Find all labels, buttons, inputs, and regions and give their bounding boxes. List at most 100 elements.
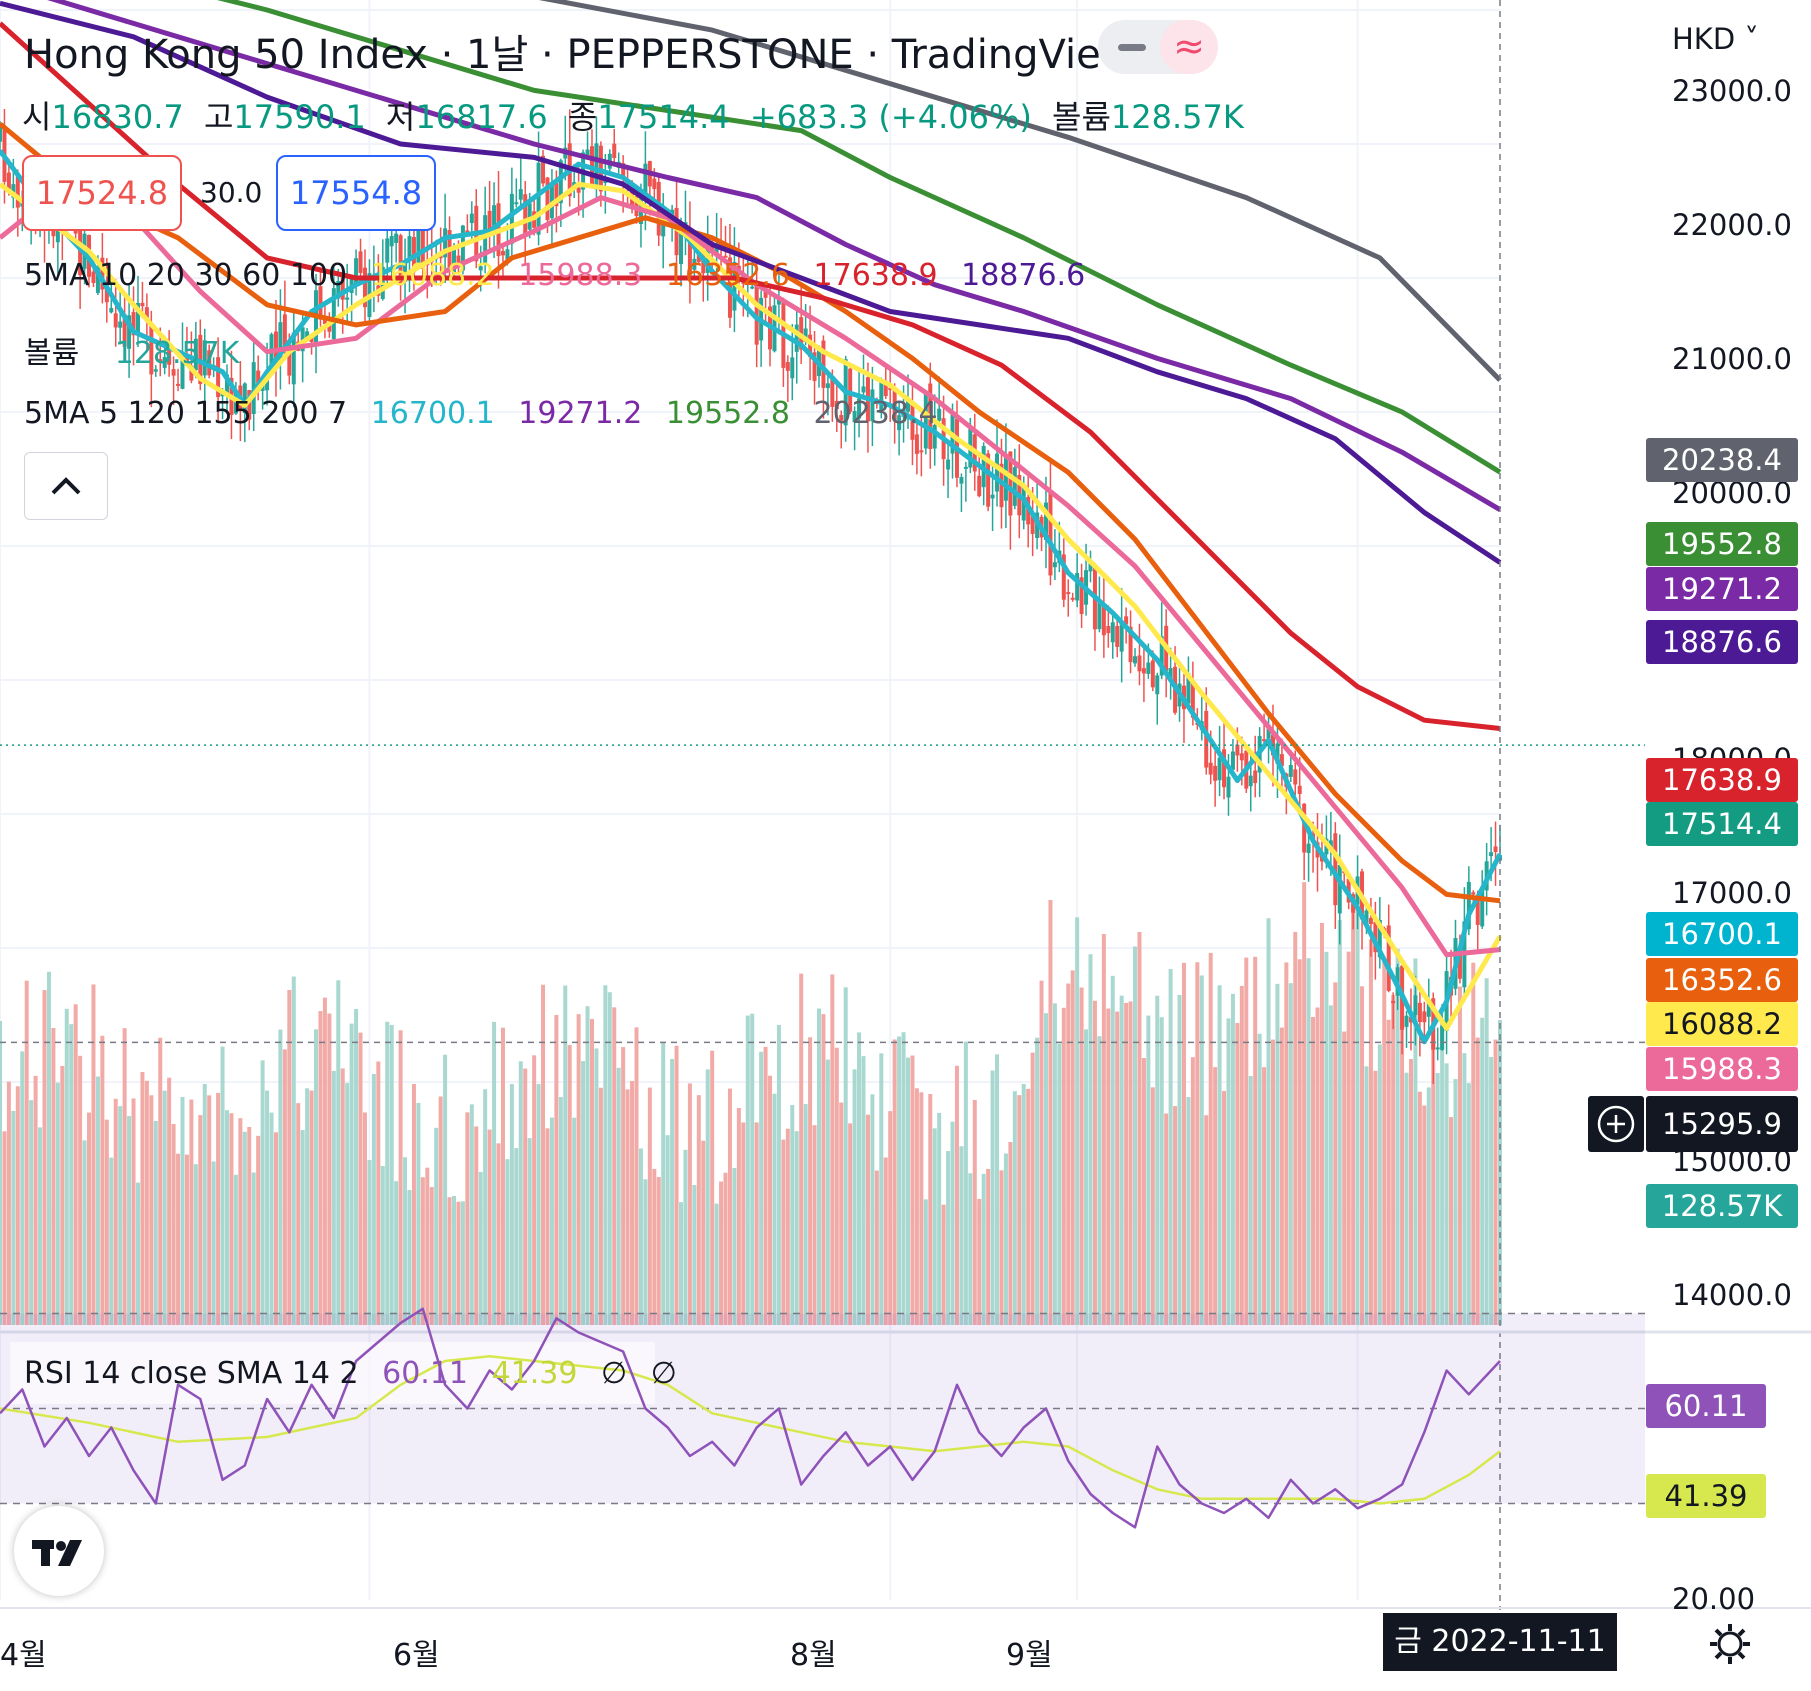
candle-body <box>1088 562 1093 572</box>
price-tag-sma30: 16352.6 <box>1646 958 1798 1002</box>
sma100-value: 18876.6 <box>961 258 1086 293</box>
volume-bar <box>340 1068 345 1325</box>
candle-body <box>776 299 781 305</box>
volume-bar <box>327 1013 332 1325</box>
candle-body <box>420 219 425 269</box>
minus-icon[interactable] <box>1118 44 1146 51</box>
candle-body <box>932 424 937 449</box>
candle-body <box>857 398 862 419</box>
rsi-ma-value: 41.39 <box>491 1356 578 1391</box>
volume-bar <box>211 1161 216 1325</box>
volume-bar <box>1204 1115 1209 1325</box>
sma1-legend[interactable]: 5MA 10 20 30 60 100 16088.2 15988.3 1635… <box>24 258 1099 293</box>
rsi-value: 60.11 <box>382 1356 469 1391</box>
candle-body <box>1302 803 1307 853</box>
volume-bar <box>1248 1076 1253 1325</box>
settings-button[interactable] <box>1708 1622 1752 1670</box>
candle-body <box>946 459 951 470</box>
volume-bar <box>1333 982 1338 1325</box>
candle-body <box>870 389 875 422</box>
ma-line-5ma-200 <box>538 0 1502 382</box>
volume-bar <box>674 1045 679 1325</box>
volume-bar <box>180 1096 185 1325</box>
volume-bar <box>861 1056 866 1325</box>
candle-body <box>830 376 835 407</box>
candle-body <box>585 149 590 156</box>
volume-bar <box>772 1093 777 1325</box>
volume-bar <box>1084 1029 1089 1325</box>
sma2-legend[interactable]: 5MA 5 120 155 200 7 16700.1 19271.2 1955… <box>24 396 952 431</box>
currency-selector[interactable]: HKD ˅ <box>1672 22 1759 56</box>
volume-bar <box>278 1029 283 1325</box>
ohlc-legend: 시16830.7 고17590.1 저16817.6 종17514.4 +683… <box>22 92 1244 138</box>
candle-body <box>914 434 919 454</box>
add-order-button[interactable] <box>1588 1096 1644 1152</box>
candle-body <box>803 328 808 342</box>
volume-bar <box>901 1032 906 1325</box>
volume-bar <box>309 1090 314 1325</box>
candle-body <box>692 258 697 270</box>
volume-label: 볼륨 <box>1052 98 1111 136</box>
volume-bar <box>273 1132 278 1325</box>
volume-bar <box>696 1095 701 1325</box>
volume-bar <box>1284 962 1289 1325</box>
volume-bar <box>852 1069 857 1325</box>
volume-bar <box>589 1018 594 1325</box>
volume-bar <box>474 1126 479 1325</box>
volume-bar <box>607 992 612 1325</box>
candle-body <box>790 357 795 379</box>
candle-body <box>679 225 684 265</box>
volume-legend[interactable]: 볼륨 128.57K <box>24 328 253 372</box>
rsi-line <box>0 1307 1501 1529</box>
candle-body <box>1239 753 1244 761</box>
candle-body <box>897 415 902 431</box>
volume-bar <box>1239 985 1244 1325</box>
x-axis-label: 9월 <box>1006 1638 1053 1673</box>
toggle-group[interactable]: ≈ <box>1098 20 1218 74</box>
collapse-legend-button[interactable] <box>24 452 108 520</box>
candle-body <box>710 241 715 254</box>
volume-bar <box>1035 1037 1040 1325</box>
volume-bar <box>1039 980 1044 1325</box>
gear-icon <box>1710 1624 1750 1664</box>
volume-bar <box>745 1015 750 1325</box>
volume-bar <box>95 1076 100 1325</box>
volume-bar <box>207 1095 212 1325</box>
candle-body <box>162 356 167 368</box>
rsi-legend[interactable]: RSI 14 close SMA 14 2 60.11 41.39 ∅ ∅ <box>24 1356 691 1391</box>
volume-bar <box>1168 969 1173 1325</box>
volume-bar <box>380 1165 385 1325</box>
candle-body <box>269 334 274 375</box>
approx-icon[interactable]: ≈ <box>1160 20 1218 74</box>
volume-bar <box>719 1181 724 1325</box>
candle-body <box>385 238 390 263</box>
volume-bar <box>705 1069 710 1325</box>
volume-bar <box>443 1054 448 1325</box>
buy-button[interactable]: 17554.8 <box>276 155 436 231</box>
volume-bar <box>345 1083 350 1325</box>
tradingview-logo[interactable] <box>14 1506 104 1596</box>
volume-bar <box>1137 931 1142 1325</box>
candle-body <box>1190 682 1195 718</box>
candle-body <box>322 318 327 325</box>
candle-body <box>109 308 114 313</box>
volume-bar <box>1155 995 1160 1325</box>
candle-body <box>821 340 826 388</box>
volume-bar <box>251 1172 256 1325</box>
volume-bar <box>541 984 546 1325</box>
sell-button[interactable]: 17524.8 <box>22 155 182 231</box>
volume-bar <box>816 1008 821 1325</box>
volume-bar <box>1355 901 1360 1325</box>
volume-bar <box>1222 1090 1227 1325</box>
volume-bar <box>113 1098 118 1325</box>
volume-bar <box>1030 1052 1035 1325</box>
volume-bar <box>1435 1073 1440 1325</box>
volume-bar <box>233 1174 238 1325</box>
volume-bar <box>225 1110 230 1325</box>
volume-bar <box>808 1037 813 1325</box>
candle-body <box>100 257 105 290</box>
volume-bar <box>118 1106 123 1325</box>
volume-bar <box>184 1154 189 1325</box>
volume-bar <box>24 980 29 1325</box>
